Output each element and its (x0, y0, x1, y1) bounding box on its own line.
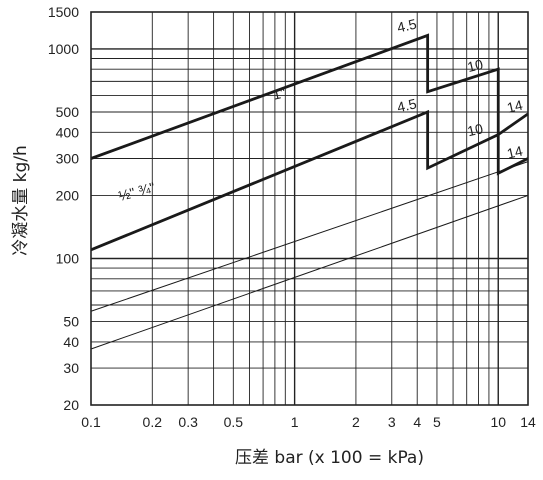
x-tick-label: 2 (352, 414, 360, 430)
x-tick-label: 0.1 (81, 414, 101, 430)
y-tick-label: 100 (56, 251, 80, 267)
x-tick-label: 14 (520, 414, 536, 430)
series-line-4 (90, 194, 529, 350)
plot-frame (90, 11, 529, 406)
x-tick-label: 1 (291, 414, 299, 430)
y-tick-label: 50 (63, 314, 79, 330)
grid (91, 12, 528, 405)
curve-label: 10 (466, 120, 485, 139)
y-tick-labels: 20 30 40 50 100 200 300 400 500 1000 1500 (48, 4, 79, 413)
y-tick-label: 1500 (48, 4, 79, 20)
y-axis-label: 冷凝水量 kg/h (11, 145, 31, 256)
curve-label: 4.5 (395, 16, 418, 36)
y-tick-label: 30 (63, 360, 79, 376)
y-tick-label: 20 (63, 397, 79, 413)
curve-label: 14 (505, 143, 524, 162)
x-tick-label: 4 (413, 414, 421, 430)
y-tick-label: 500 (56, 104, 80, 120)
curve-label: 10 (466, 56, 485, 75)
y-tick-label: 400 (56, 124, 80, 140)
x-tick-label: 5 (433, 414, 441, 430)
curve-label: 4.5 (395, 95, 418, 115)
series-layer (90, 33, 529, 350)
x-tick-label: 0.5 (224, 414, 244, 430)
y-tick-label: 40 (63, 334, 79, 350)
x-tick-label: 10 (490, 414, 506, 430)
curve-label: 1" (271, 84, 287, 102)
x-tick-labels: 0.1 0.2 0.3 0.5 1 2 3 4 5 10 14 (81, 414, 536, 430)
series-line-2 (90, 109, 529, 252)
x-tick-label: 0.2 (143, 414, 163, 430)
y-tick-label: 200 (56, 187, 80, 203)
curve-labels: 1" ½" ¾" 4.5 10 4.5 10 14 14 (117, 16, 525, 205)
series-line-3 (90, 161, 529, 312)
y-tick-label: 300 (56, 150, 80, 166)
x-tick-label: 3 (388, 414, 396, 430)
x-tick-label: 0.3 (178, 414, 198, 430)
x-axis-label: 压差 bar (x 100 = kPa) (235, 448, 424, 468)
y-tick-label: 1000 (48, 41, 79, 57)
curve-label: 14 (505, 97, 524, 116)
series-line-1 (90, 33, 529, 160)
curve-label: ½" ¾" (117, 179, 157, 204)
